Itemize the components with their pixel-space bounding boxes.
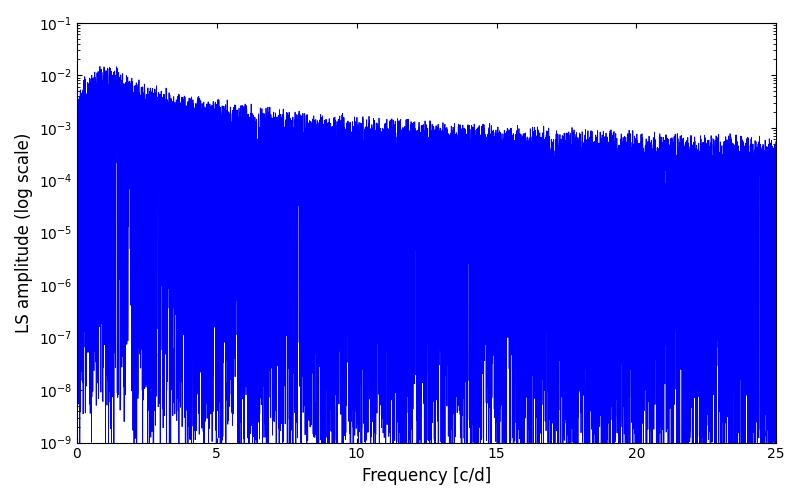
X-axis label: Frequency [c/d]: Frequency [c/d]: [362, 467, 491, 485]
Y-axis label: LS amplitude (log scale): LS amplitude (log scale): [15, 132, 33, 333]
